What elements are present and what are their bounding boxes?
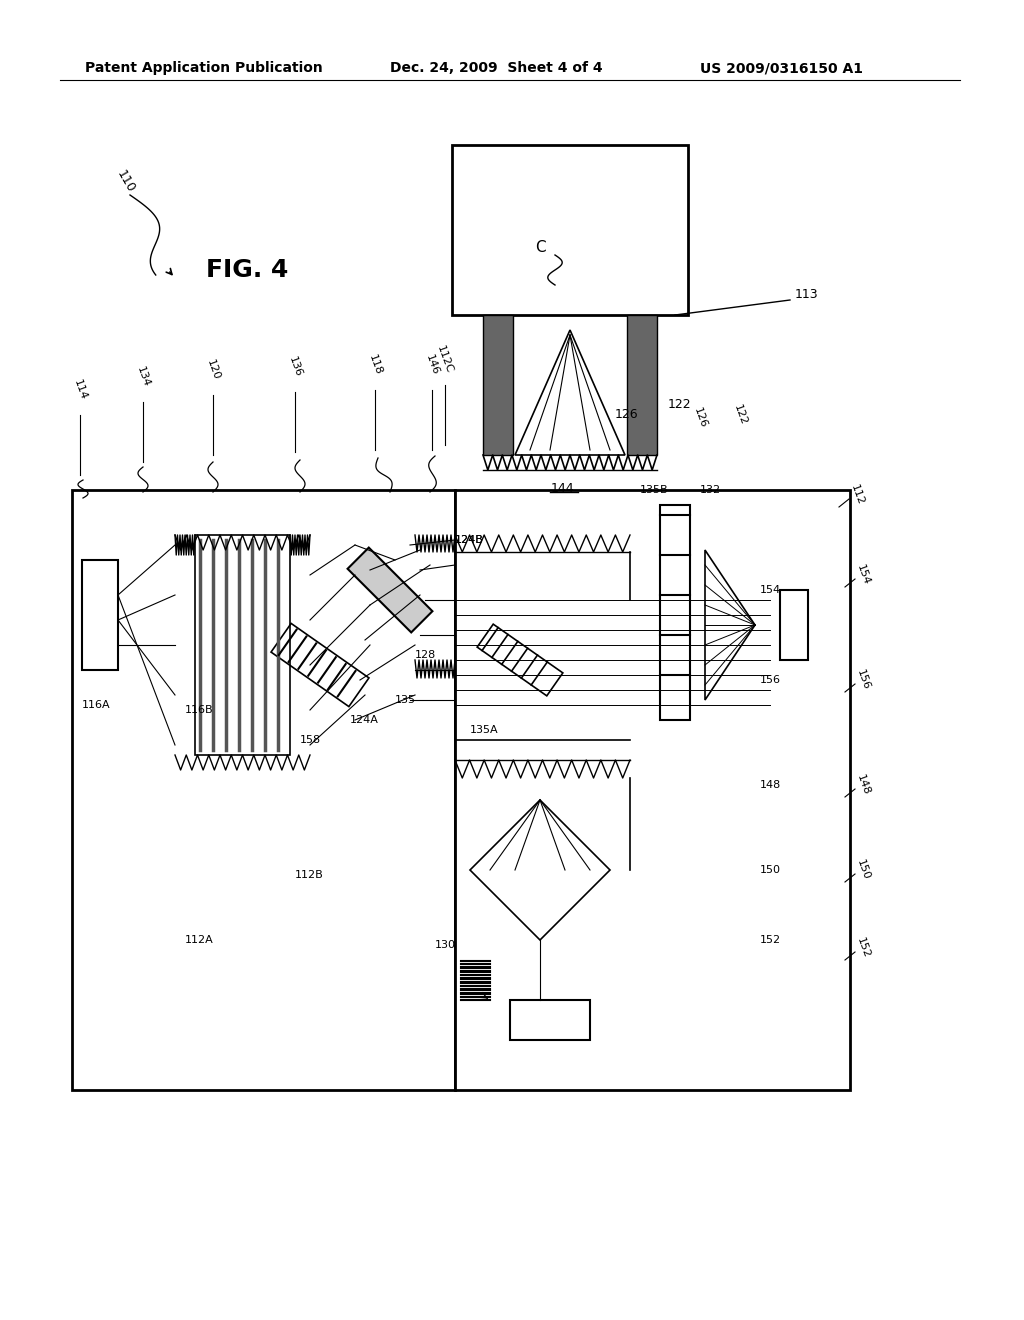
Text: 130: 130: [435, 940, 456, 950]
Text: 154: 154: [855, 564, 871, 586]
Bar: [347, 548, 432, 632]
Bar: [72, 490, 455, 1090]
Bar: [271, 623, 369, 706]
Bar: [660, 506, 690, 719]
Text: US 2009/0316150 A1: US 2009/0316150 A1: [700, 61, 863, 75]
Text: 152: 152: [760, 935, 781, 945]
Text: 110: 110: [115, 169, 137, 195]
Bar: [780, 590, 808, 660]
Text: 114: 114: [72, 379, 88, 401]
Text: 122: 122: [732, 404, 749, 426]
Text: FIG. 4: FIG. 4: [206, 257, 288, 282]
Bar: [510, 1001, 590, 1040]
Bar: [455, 490, 850, 1090]
Text: 135B: 135B: [640, 484, 669, 495]
Text: 136: 136: [287, 355, 303, 379]
Text: 150: 150: [855, 858, 871, 882]
Text: 144: 144: [550, 482, 573, 495]
Text: 156: 156: [855, 668, 871, 692]
Text: 150: 150: [760, 865, 781, 875]
Text: 112C: 112C: [435, 345, 455, 375]
Text: 124A: 124A: [350, 715, 379, 725]
Text: 124B: 124B: [455, 535, 484, 545]
Text: 152: 152: [855, 936, 871, 960]
Text: 118: 118: [367, 354, 383, 376]
Text: 113: 113: [795, 289, 818, 301]
Text: 112: 112: [849, 483, 865, 507]
Text: 120: 120: [205, 358, 221, 381]
Text: 156: 156: [760, 675, 781, 685]
Text: 132: 132: [700, 484, 721, 495]
Text: 148: 148: [760, 780, 781, 789]
Text: Dec. 24, 2009  Sheet 4 of 4: Dec. 24, 2009 Sheet 4 of 4: [390, 61, 603, 75]
Text: 146: 146: [424, 354, 440, 376]
Text: Patent Application Publication: Patent Application Publication: [85, 61, 323, 75]
Bar: [477, 624, 563, 696]
Text: 134: 134: [135, 366, 152, 388]
Bar: [82, 560, 118, 671]
Text: 116A: 116A: [82, 700, 111, 710]
Text: 154: 154: [760, 585, 781, 595]
Text: 128: 128: [415, 649, 436, 660]
Bar: [627, 315, 657, 455]
Bar: [483, 315, 513, 455]
Text: 122: 122: [668, 399, 691, 412]
Text: 158: 158: [300, 735, 322, 744]
Text: 112A: 112A: [185, 935, 214, 945]
Bar: [452, 145, 688, 315]
Bar: [195, 535, 290, 755]
Text: 124B: 124B: [455, 535, 484, 545]
Text: 135: 135: [395, 696, 416, 705]
Text: 126: 126: [615, 408, 639, 421]
Text: 135A: 135A: [470, 725, 499, 735]
Text: 126: 126: [691, 407, 709, 429]
Text: 148: 148: [855, 774, 871, 797]
Text: 112B: 112B: [295, 870, 324, 880]
Text: C: C: [535, 240, 546, 256]
Text: 116B: 116B: [185, 705, 214, 715]
